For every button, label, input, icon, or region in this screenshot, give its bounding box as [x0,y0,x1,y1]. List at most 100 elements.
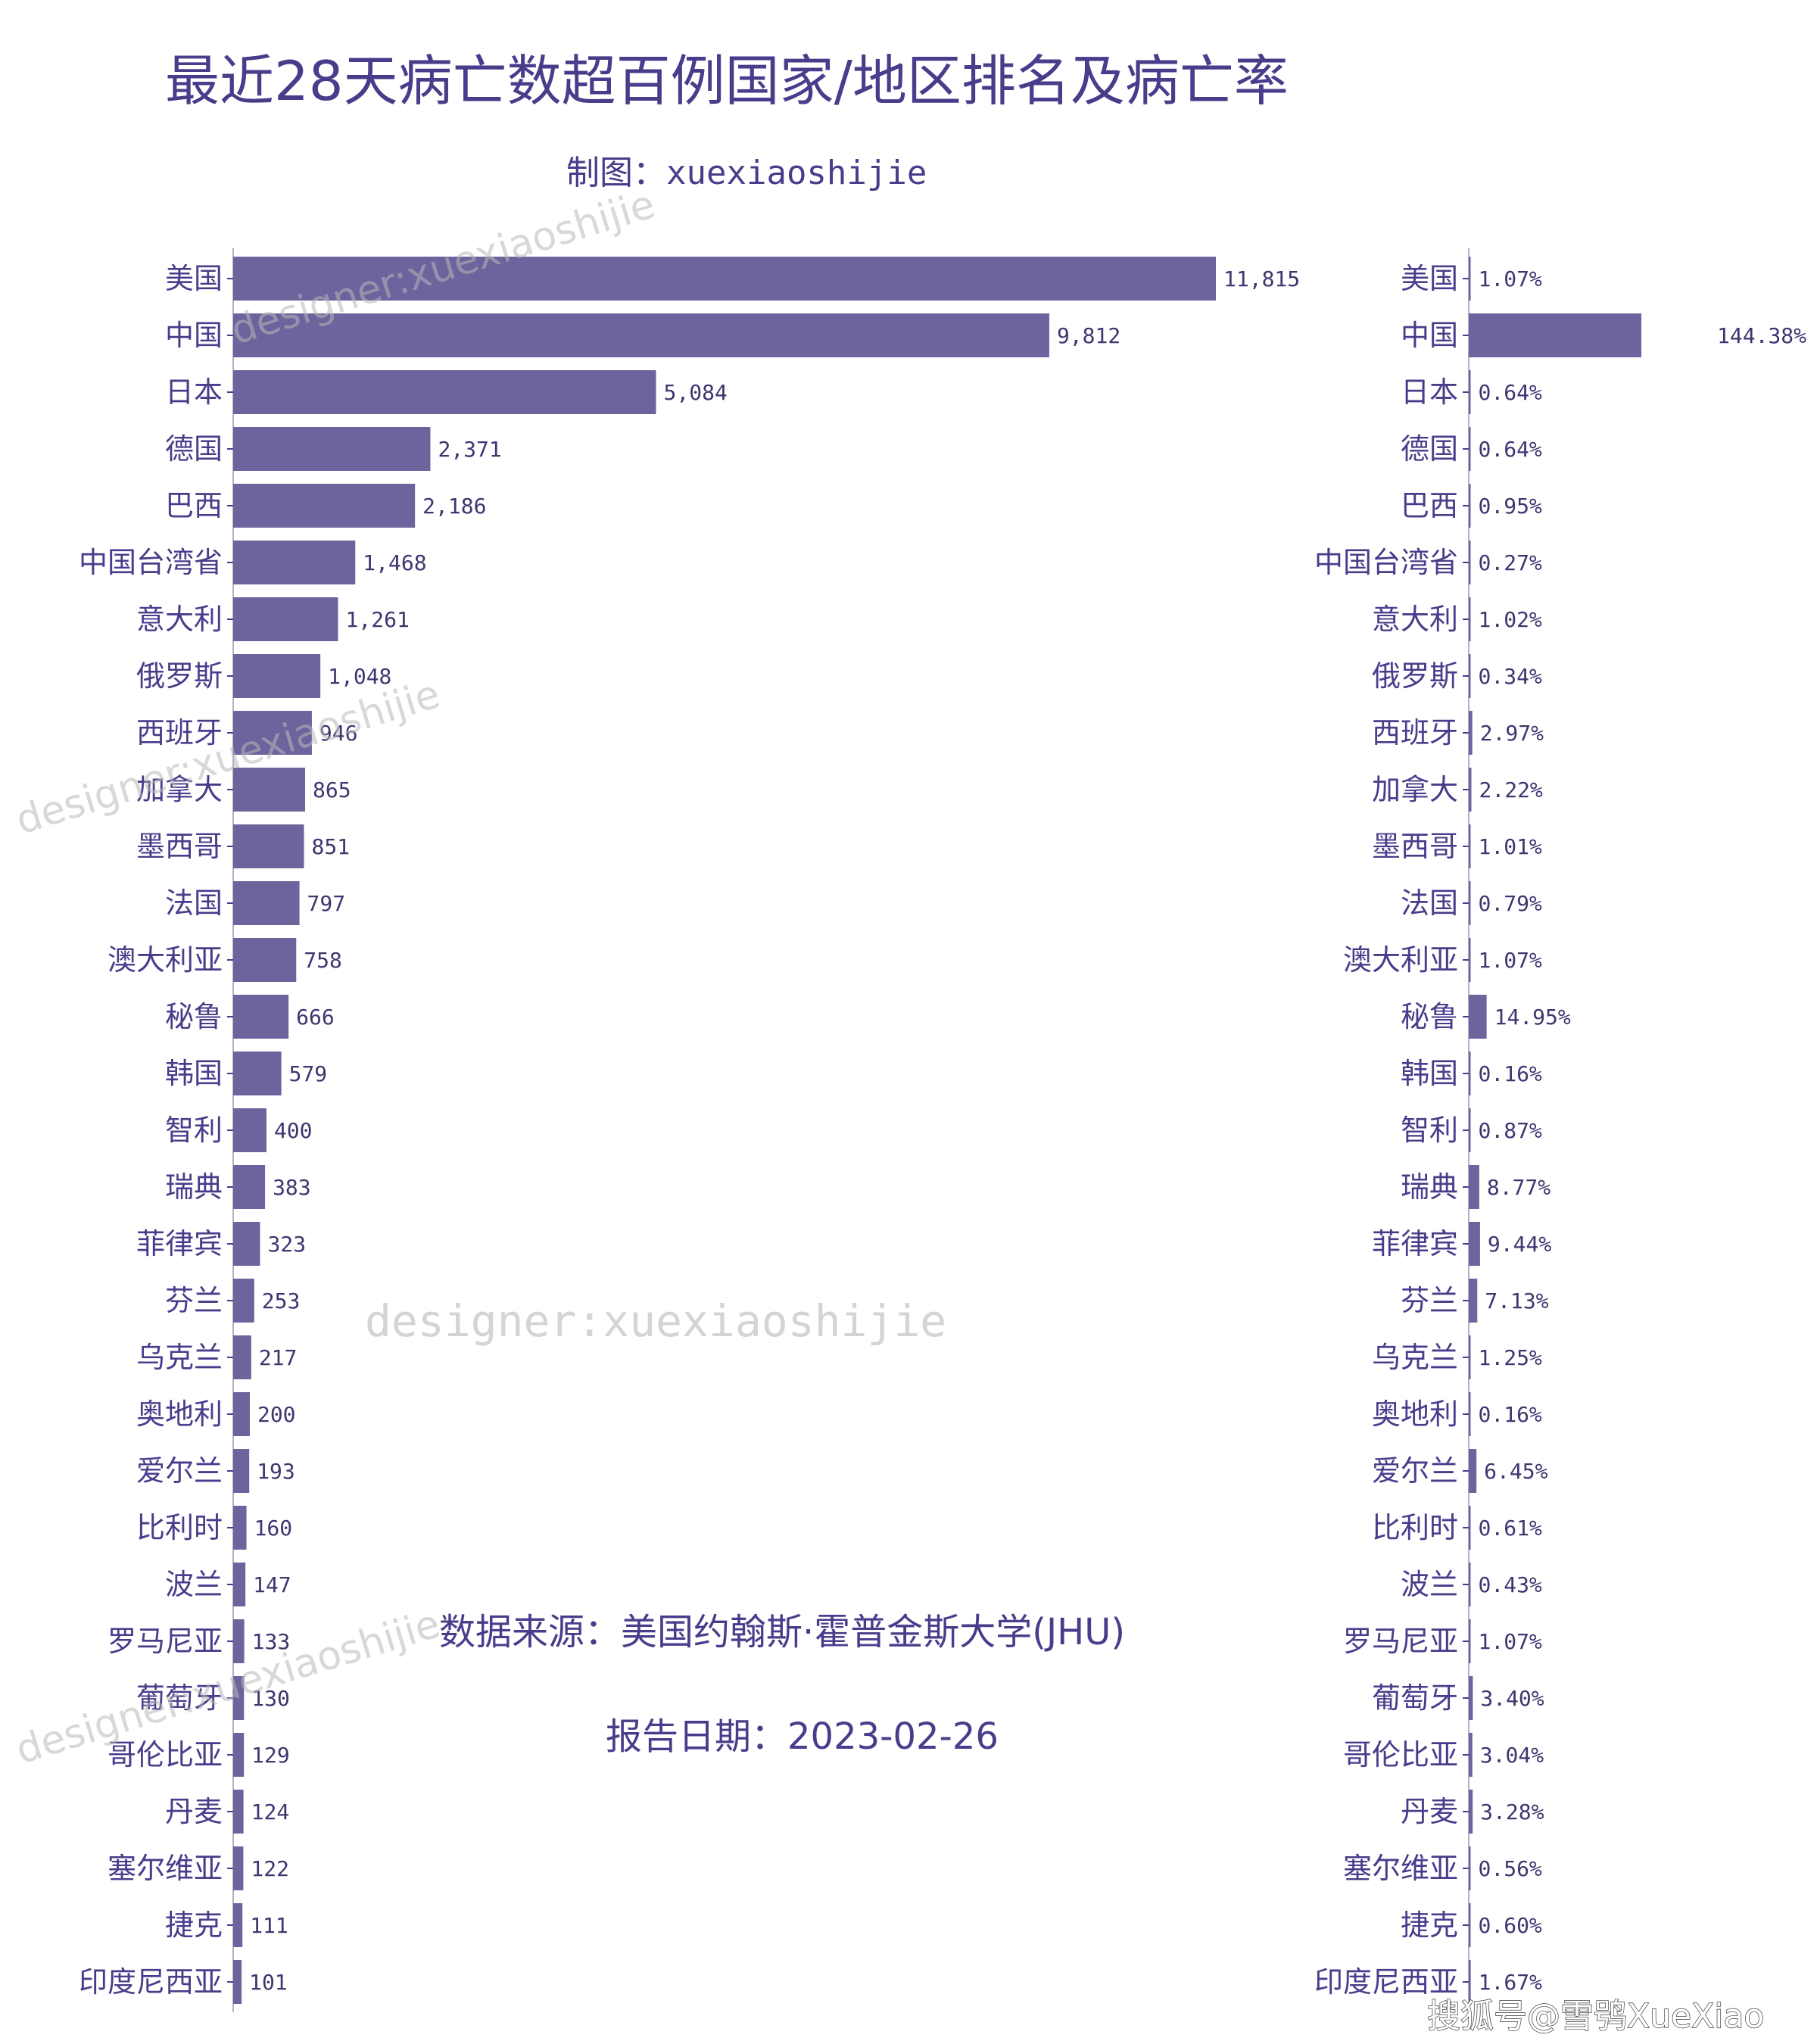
rate-value-label: 6.45% [1484,1459,1547,1484]
rate-value-label: 0.27% [1479,550,1542,575]
rate-category-label: 葡萄牙 [1372,1681,1458,1715]
rate-bar [1469,1165,1479,1209]
deaths-category-label: 德国 [165,432,223,466]
rate-bar [1469,1108,1471,1152]
deaths-value-label: 253 [262,1288,301,1313]
deaths-value-label: 160 [254,1516,293,1541]
rate-category-label: 德国 [1401,432,1458,466]
chart-title: 最近28天病亡数超百例国家/地区排名及病亡率 [165,49,1289,113]
deaths-category-label: 西班牙 [136,716,223,749]
deaths-value-label: 1,048 [328,664,391,689]
rate-value-label: 0.87% [1479,1118,1542,1143]
deaths-bar-chart: 美国 11,815 中国 9,812 日本 5,084 德国 2,371 巴西 2,186 中国台湾… [79,248,1300,2012]
rate-value-label: 1.07% [1479,266,1542,291]
deaths-bar [233,1563,246,1606]
deaths-value-label: 129 [251,1743,290,1768]
rate-category-label: 芬兰 [1401,1284,1458,1317]
rate-value-label: 0.64% [1479,380,1542,405]
deaths-value-label: 217 [259,1345,298,1370]
rate-category-label: 捷克 [1401,1908,1458,1942]
deaths-bar [233,1449,250,1493]
rate-category-label: 印度尼西亚 [1314,1965,1458,1999]
chart-subtitle: 制图：xuexiaoshijie [566,154,927,192]
rate-bar [1469,1733,1473,1777]
rate-value-label: 8.77% [1487,1175,1551,1200]
deaths-bar [233,1790,244,1834]
deaths-value-label: 5,084 [664,380,728,405]
rate-category-label: 日本 [1401,375,1458,409]
deaths-value-label: 133 [252,1629,291,1654]
rate-bar [1469,1449,1477,1493]
rate-category-label: 加拿大 [1372,773,1458,806]
deaths-category-label: 奥地利 [136,1397,223,1431]
deaths-bar [233,1335,251,1379]
rate-bar [1469,711,1473,755]
rate-category-label: 比利时 [1372,1511,1458,1544]
rate-value-label: 7.13% [1485,1288,1548,1313]
rate-bar [1469,427,1471,471]
rate-category-label: 巴西 [1401,489,1458,522]
deaths-value-label: 200 [257,1402,296,1427]
rate-bar [1469,370,1471,414]
deaths-value-label: 2,371 [438,437,501,462]
deaths-category-label: 美国 [165,262,223,295]
rate-value-label: 1.01% [1479,834,1542,859]
sohu-account-mark: 搜狐号@雪鸮XueXiao [1427,1997,1764,2036]
deaths-value-label: 797 [307,891,346,916]
rate-category-label: 俄罗斯 [1372,659,1458,693]
rate-category-label: 菲律宾 [1372,1227,1458,1260]
deaths-bar [233,1165,266,1209]
rate-category-label: 哥伦比亚 [1343,1738,1458,1771]
rate-bar [1469,654,1471,698]
rate-bar [1469,1846,1471,1890]
deaths-bar [233,370,656,414]
deaths-bar [233,938,297,982]
deaths-bar [233,995,289,1039]
deaths-category-label: 俄罗斯 [136,659,223,693]
deaths-bar [233,1108,266,1152]
deaths-bar [233,654,321,698]
rate-value-label: 0.95% [1479,494,1542,519]
rate-value-label: 3.40% [1480,1686,1544,1711]
deaths-bar [233,1392,250,1436]
rate-value-label: 0.34% [1479,664,1542,689]
deaths-category-label: 韩国 [165,1057,223,1090]
rate-bar [1469,1790,1473,1834]
deaths-value-label: 111 [250,1913,288,1938]
deaths-bar [233,768,306,812]
rate-value-label: 0.56% [1479,1856,1542,1881]
deaths-category-label: 墨西哥 [136,830,223,863]
deaths-category-label: 秘鲁 [165,1000,223,1033]
deaths-category-label: 芬兰 [165,1284,223,1317]
rate-bar [1469,1563,1471,1606]
rate-category-label: 塞尔维亚 [1343,1852,1458,1885]
rate-category-label: 中国 [1401,319,1458,352]
rate-bar [1469,768,1472,812]
deaths-value-label: 1,468 [363,550,426,575]
rate-category-label: 澳大利亚 [1343,943,1458,977]
deaths-category-label: 意大利 [136,603,223,636]
deaths-category-label: 日本 [165,375,223,409]
rate-bar [1469,881,1471,925]
deaths-value-label: 124 [251,1799,290,1824]
rate-bar [1469,1619,1471,1663]
rate-bar [1469,484,1471,528]
deaths-value-label: 147 [253,1572,291,1597]
deaths-bar [233,257,1216,301]
deaths-category-label: 加拿大 [136,773,223,806]
deaths-category-label: 澳大利亚 [108,943,223,977]
rate-bar [1469,313,1641,357]
rate-value-label: 1.07% [1479,1629,1542,1654]
death-rate-bar-chart: 美国 1.07% 中国 144.38% 日本 0.64% 德国 0.64% 巴西 0.95% 中国台… [1314,248,1806,2012]
deaths-bar [233,1279,254,1323]
deaths-value-label: 579 [289,1061,328,1086]
rate-category-label: 瑞典 [1401,1170,1458,1204]
rate-bar [1469,1279,1478,1323]
deaths-category-label: 葡萄牙 [136,1681,223,1715]
deaths-category-label: 乌克兰 [136,1341,223,1374]
rate-category-label: 波兰 [1401,1568,1458,1601]
deaths-bar [233,313,1049,357]
deaths-category-label: 巴西 [165,489,223,522]
deaths-category-label: 爱尔兰 [136,1454,223,1488]
deaths-category-label: 哥伦比亚 [108,1738,223,1771]
